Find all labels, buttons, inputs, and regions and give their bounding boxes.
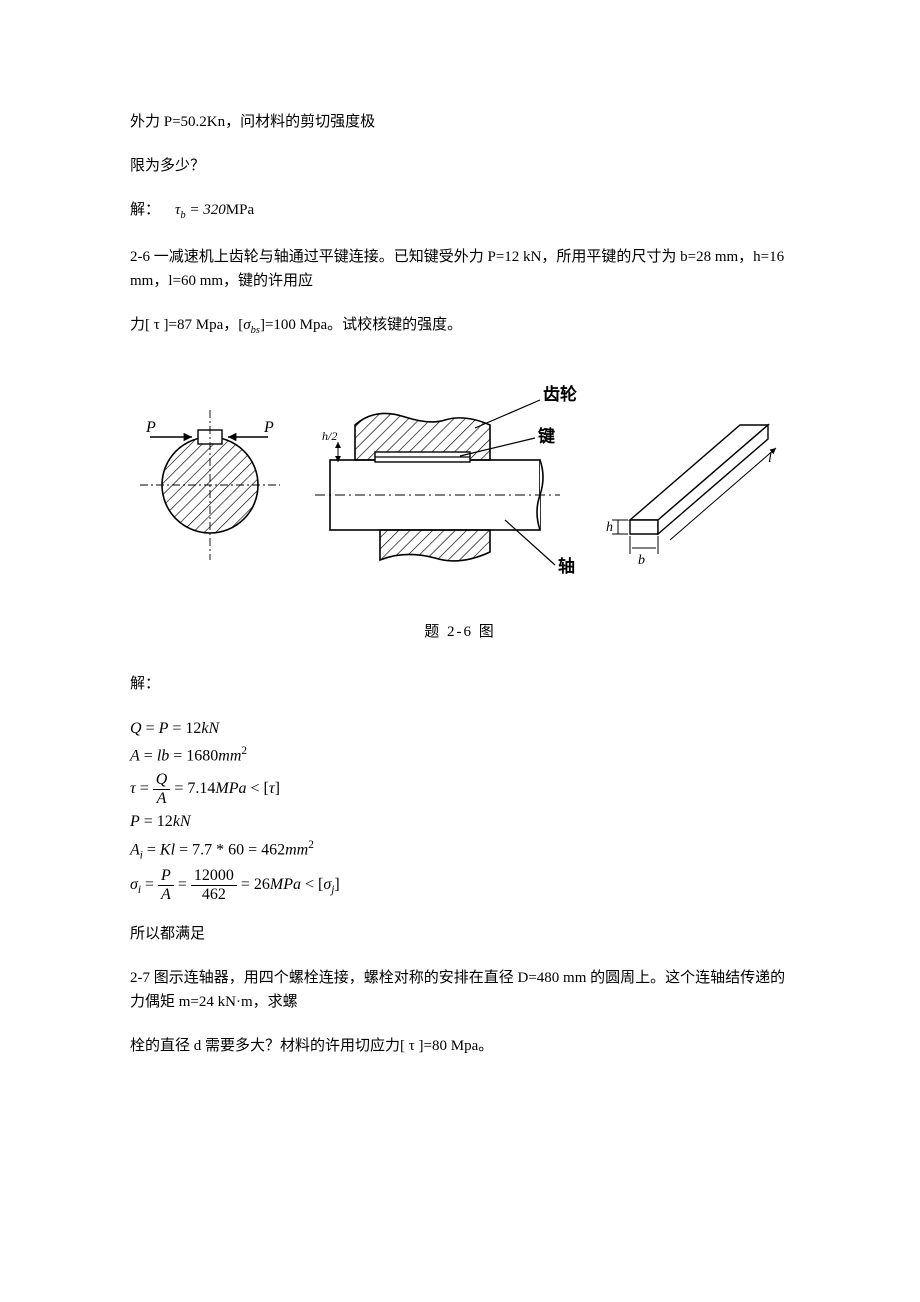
- svg-text:P: P: [145, 419, 156, 436]
- equation-block: Q = P = 12kN A = lb = 1680mm2 τ = QA = 7…: [130, 716, 790, 904]
- right-key-iso: b h l: [606, 425, 776, 568]
- svg-text:h: h: [606, 520, 613, 535]
- eq-l6: σi = PA = 12000462 = 26MPa < [σj]: [130, 867, 790, 903]
- svg-text:h/2: h/2: [322, 429, 337, 443]
- conclusion: 所以都满足: [130, 922, 790, 946]
- problem-2-7-a: 2-7 图示连轴器，用四个螺栓连接，螺栓对称的安排在直径 D=480 mm 的圆…: [130, 966, 790, 1014]
- page: 外力 P=50.2Kn，问材料的剪切强度极 限为多少？ 解： τb = 320M…: [0, 0, 920, 1302]
- left-section: P P: [140, 410, 280, 560]
- eq-l1: Q = P = 12kN: [130, 716, 790, 742]
- solution-line-1: 解： τb = 320MPa: [130, 198, 790, 225]
- svg-text:b: b: [638, 553, 645, 568]
- label-solution: 解：: [130, 202, 160, 218]
- eq-l4: P = 12kN: [130, 809, 790, 835]
- problem-2-6-b: 力[ τ ]=87 Mpa，[σbs]=100 Mpa。试校核键的强度。: [130, 313, 790, 340]
- svg-text:键: 键: [538, 426, 555, 446]
- figure-2-6: P P h/2: [130, 370, 790, 644]
- svg-text:轴: 轴: [558, 556, 575, 576]
- figure-caption: 题 2-6 图: [130, 620, 790, 644]
- txt-5b: ]=100 Mpa。试校核键的强度。: [260, 317, 462, 333]
- problem-2-6-a: 2-6 一减速机上齿轮与轴通过平键连接。已知键受外力 P=12 kN，所用平键的…: [130, 245, 790, 293]
- problem-2-7-b: 栓的直径 d 需要多大？材料的许用切应力[ τ ]=80 Mpa。: [130, 1034, 790, 1058]
- eq-l5: Ai = Kl = 7.7 * 60 = 462mm2: [130, 837, 790, 865]
- solution-label-2: 解：: [130, 672, 790, 696]
- figure-svg: P P h/2: [140, 370, 780, 600]
- paragraph-2: 限为多少？: [130, 154, 790, 178]
- eq-l3: τ = QA = 7.14MPa < [τ]: [130, 771, 790, 807]
- sigma-bs: σbs: [243, 317, 260, 333]
- paragraph-1: 外力 P=50.2Kn，问材料的剪切强度极: [130, 110, 790, 134]
- svg-text:齿轮: 齿轮: [543, 384, 577, 404]
- formula-tau-b: τb = 320MPa: [175, 202, 254, 218]
- svg-text:P: P: [263, 419, 274, 436]
- eq-l2: A = lb = 1680mm2: [130, 743, 790, 769]
- svg-text:l: l: [768, 451, 772, 466]
- middle-view: h/2 齿轮 键 轴: [315, 384, 577, 576]
- txt-5a: 力[ τ ]=87 Mpa，[: [130, 317, 243, 333]
